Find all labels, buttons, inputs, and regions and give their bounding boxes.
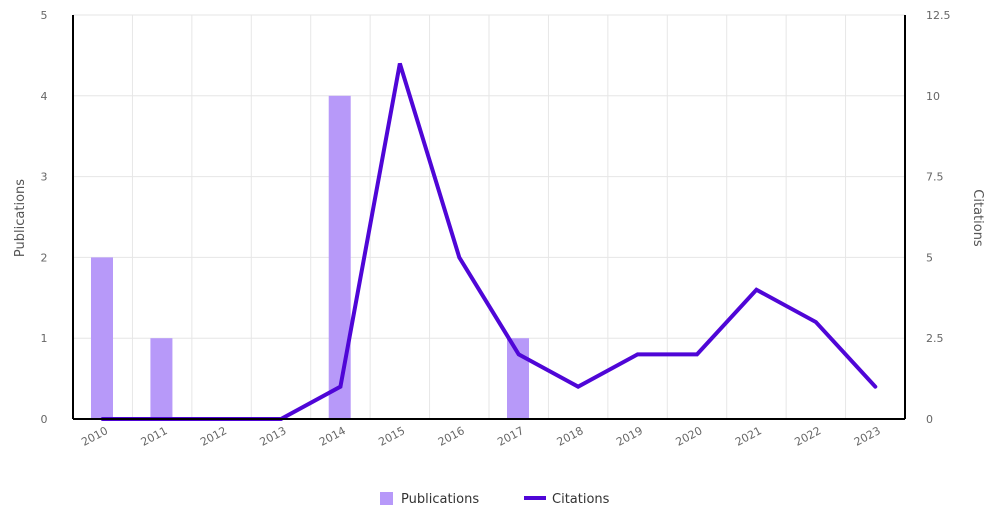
- bar-publications-2014: [328, 95, 351, 420]
- bar-publications-2011: [150, 338, 173, 419]
- y-right-tick-label: 2.5: [926, 332, 944, 345]
- x-tick-label-2017: 2017: [495, 424, 526, 449]
- x-tick-label-2022: 2022: [792, 424, 823, 449]
- x-tick-label-2014: 2014: [317, 424, 348, 449]
- x-tick-label-2023: 2023: [852, 424, 883, 449]
- axes: [72, 15, 906, 420]
- y-right-tick-label: 12.5: [926, 9, 951, 22]
- y-right-axis-title: Citations: [970, 189, 985, 247]
- y-right-tick-label: 0: [926, 413, 933, 426]
- y-left-tick-label: 2: [41, 251, 48, 264]
- legend: Publications Citations: [380, 492, 610, 507]
- legend-item-citations[interactable]: Citations: [524, 492, 610, 507]
- x-tick-label-2010: 2010: [79, 424, 110, 449]
- x-axis-tick-labels: 2010 2011 2012 2013 2014 2015 2016 2017 2018 2019…: [79, 424, 882, 449]
- y-left-tick-label: 5: [41, 9, 48, 22]
- bar-publications-2010: [91, 257, 113, 419]
- x-tick-label-2021: 2021: [733, 424, 764, 449]
- publications-bars: [91, 95, 529, 420]
- grid-lines: [72, 14, 906, 420]
- legend-label-publications: Publications: [401, 492, 479, 507]
- y-right-tick-label: 10: [926, 90, 940, 103]
- x-tick-label-2019: 2019: [614, 424, 645, 449]
- y-right-tick-label: 5: [926, 251, 933, 264]
- x-tick-label-2018: 2018: [555, 424, 586, 449]
- x-tick-label-2015: 2015: [376, 424, 407, 449]
- legend-swatch-publications: [380, 492, 393, 505]
- y-left-axis-title: Publications: [13, 179, 28, 257]
- x-tick-label-2012: 2012: [198, 424, 229, 449]
- x-tick-label-2016: 2016: [436, 424, 467, 449]
- x-tick-label-2013: 2013: [258, 424, 289, 449]
- y-right-tick-label: 7.5: [926, 171, 944, 184]
- legend-label-citations: Citations: [552, 492, 610, 507]
- y-left-tick-label: 1: [41, 332, 48, 345]
- x-tick-label-2020: 2020: [674, 424, 705, 449]
- y-right-tick-labels: 0 2.5 5 7.5 10 12.5: [926, 9, 951, 426]
- y-left-tick-label: 3: [41, 171, 48, 184]
- legend-item-publications[interactable]: Publications: [380, 492, 479, 507]
- y-left-tick-label: 0: [41, 413, 48, 426]
- y-left-tick-label: 4: [41, 90, 48, 103]
- y-left-tick-labels: 0 1 2 3 4 5: [41, 9, 48, 426]
- x-tick-label-2011: 2011: [139, 424, 170, 449]
